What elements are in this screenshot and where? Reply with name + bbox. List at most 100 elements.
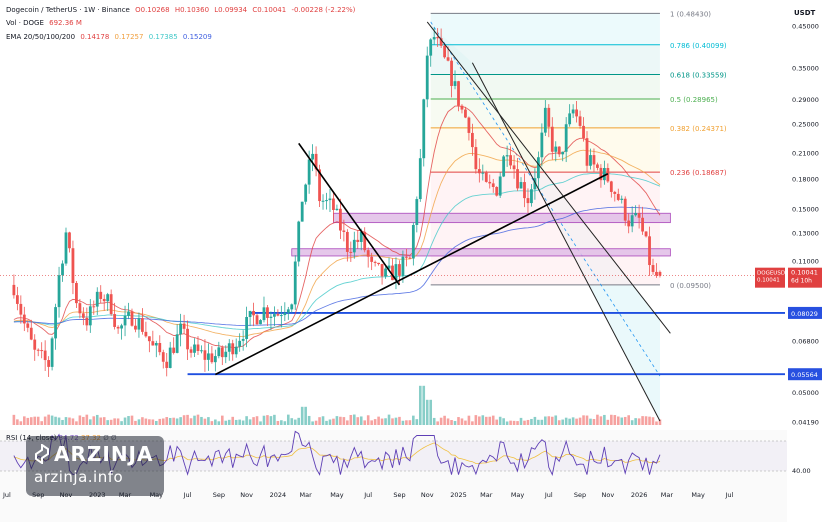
volume-bar xyxy=(606,419,610,425)
volume-bar xyxy=(113,418,116,425)
candle-body xyxy=(457,81,460,106)
volume-bar xyxy=(221,415,224,425)
candle-body xyxy=(561,151,565,155)
candle-body xyxy=(245,316,249,340)
candle xyxy=(213,349,217,372)
zone-box xyxy=(291,248,671,257)
candle xyxy=(193,338,196,357)
volume-bar xyxy=(363,420,367,425)
price-tick-label: 0.21000 xyxy=(792,150,819,158)
candle-body xyxy=(623,198,627,221)
candle xyxy=(151,330,155,346)
ema50-line xyxy=(13,149,661,338)
candle xyxy=(81,307,85,326)
candle xyxy=(61,260,64,282)
candle-body xyxy=(655,271,658,276)
price-tick-label: 0.45000 xyxy=(792,23,819,31)
candle-body xyxy=(582,125,585,139)
candle-body xyxy=(516,169,519,189)
candle-body xyxy=(168,347,172,368)
volume-bar xyxy=(61,419,64,425)
candle xyxy=(179,313,183,347)
candle-body xyxy=(220,347,224,358)
candle xyxy=(158,335,162,356)
candle xyxy=(509,146,512,170)
candle-body xyxy=(557,146,561,155)
volume-bar xyxy=(36,416,40,425)
candle-body xyxy=(182,323,186,329)
candle-body xyxy=(606,168,610,182)
volume-bar xyxy=(68,417,71,425)
candle xyxy=(241,330,245,351)
ema20-value: 0.14178 xyxy=(80,33,110,41)
volume-bar xyxy=(95,414,99,425)
candle xyxy=(252,302,255,327)
candle xyxy=(273,306,276,326)
candle xyxy=(464,106,467,119)
candle-body xyxy=(279,315,283,317)
candle-body xyxy=(359,231,363,242)
price-tick-label: 0.11000 xyxy=(792,257,819,265)
volume-bar xyxy=(165,417,169,425)
candle-body xyxy=(349,251,353,253)
candle-body xyxy=(75,282,78,304)
candle-body xyxy=(47,360,51,367)
candle xyxy=(224,345,228,364)
candle xyxy=(391,258,394,281)
candle xyxy=(602,160,606,185)
volume-bar xyxy=(339,416,342,425)
candle xyxy=(394,257,398,290)
fib-level-label: 0.786 (0.40099) xyxy=(670,42,727,50)
volume-bar xyxy=(450,420,453,425)
candle-body xyxy=(568,113,572,125)
candle-body xyxy=(68,232,71,249)
candle-body xyxy=(189,349,193,353)
symbol-tag-name: DOGEUSDT xyxy=(757,271,789,277)
volume-bar xyxy=(658,419,662,425)
volume-bar xyxy=(231,416,235,425)
candle xyxy=(554,141,558,162)
candle xyxy=(418,148,422,202)
volume-bar xyxy=(144,418,148,425)
candle-body xyxy=(495,186,499,196)
volume-bar xyxy=(89,419,92,425)
candle-body xyxy=(321,200,325,202)
volume-bar xyxy=(502,418,505,425)
volume-bar xyxy=(377,416,380,425)
candle xyxy=(488,174,492,189)
time-axis-label: Mar xyxy=(661,491,674,499)
candle-body xyxy=(380,264,384,277)
volume-bar xyxy=(238,419,241,425)
volume-bar xyxy=(29,417,33,425)
candle xyxy=(109,289,113,316)
volume-bar xyxy=(623,416,627,425)
candle-body xyxy=(627,220,631,227)
candle-body xyxy=(585,138,589,166)
volume-bar xyxy=(203,418,207,425)
rsi-axis-label: 40.00 xyxy=(792,467,811,475)
candle xyxy=(99,285,103,304)
candle xyxy=(279,305,283,328)
volume-bar xyxy=(210,421,214,425)
candle xyxy=(141,308,144,335)
volume-bar xyxy=(418,385,422,425)
volume-bar xyxy=(300,406,304,425)
header-volume-line: Vol · DOGE 692.36 M xyxy=(6,19,85,27)
candle xyxy=(248,310,252,327)
candle-body xyxy=(602,168,606,181)
candle xyxy=(262,296,266,323)
candle xyxy=(356,229,360,249)
volume-bar xyxy=(307,415,311,425)
candle-body xyxy=(307,159,311,185)
volume-bar xyxy=(429,399,433,425)
candle-body xyxy=(526,198,530,204)
candle-body xyxy=(384,268,387,277)
brand-site: arzinja.info xyxy=(34,468,124,486)
descending-trendline xyxy=(298,142,401,286)
candle xyxy=(637,204,641,229)
volume-bar xyxy=(321,416,325,425)
volume-bar xyxy=(436,421,439,425)
candle xyxy=(68,231,71,253)
candle xyxy=(411,222,415,266)
